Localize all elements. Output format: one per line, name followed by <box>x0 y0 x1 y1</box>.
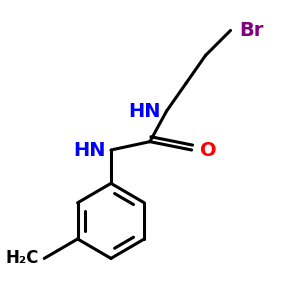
Text: HN: HN <box>73 140 105 160</box>
Text: HN: HN <box>128 102 161 121</box>
Text: O: O <box>200 140 217 160</box>
Text: Br: Br <box>239 21 263 40</box>
Text: H₂C: H₂C <box>5 249 39 267</box>
